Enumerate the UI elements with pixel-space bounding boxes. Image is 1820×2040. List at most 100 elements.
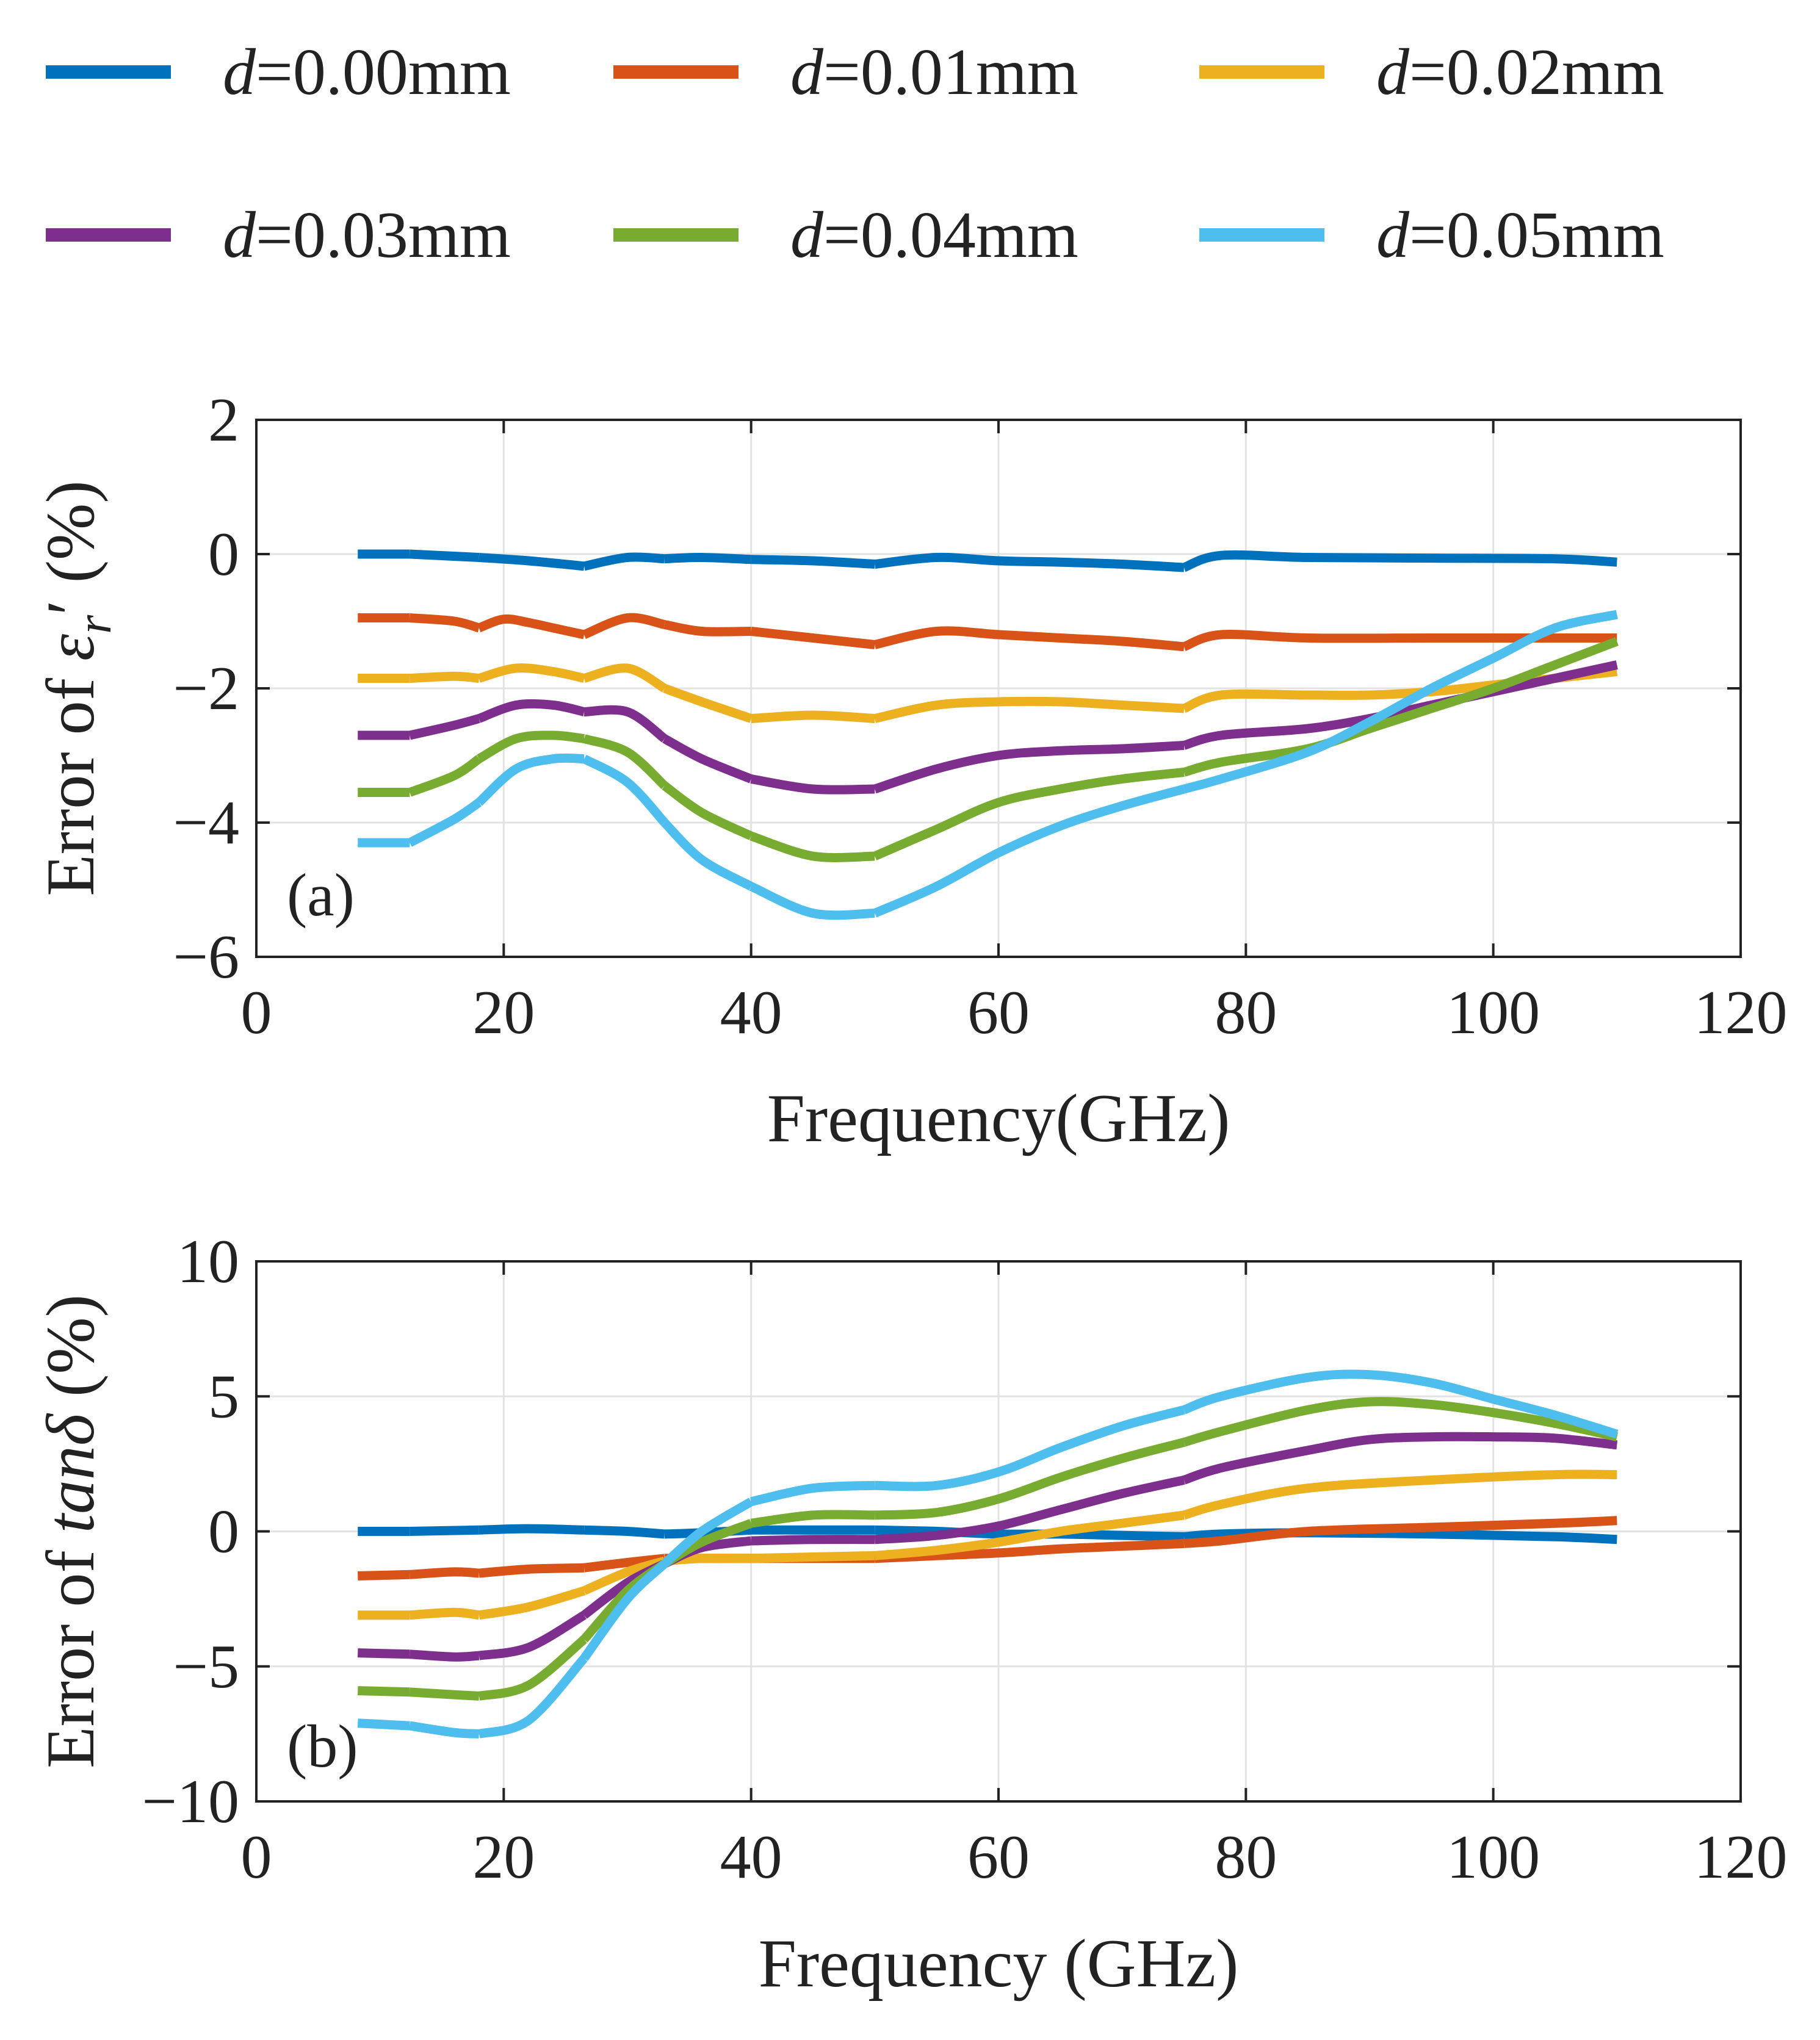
series-line (478, 1611, 587, 1660)
series-line (663, 683, 753, 723)
series-line (583, 1525, 665, 1539)
series-line (477, 1655, 588, 1739)
series-line (478, 1524, 585, 1535)
series-line (750, 627, 876, 649)
legend-entry: d=0.02mm (1199, 36, 1664, 109)
legend-var: d (790, 36, 824, 109)
panel-a: 0 20 40 60 80 100 120 −6 −4 −2 0 2 (a) Frequency(GHz)… (33, 386, 1788, 1156)
series-line (664, 552, 751, 564)
x-tick-label: 80 (1215, 978, 1277, 1047)
legend-label: d=0.02mm (1376, 36, 1664, 109)
series-d=0.01mm (358, 613, 1617, 652)
series-line (751, 710, 875, 723)
x-tick-label: 20 (472, 978, 535, 1047)
series-line (1182, 1432, 1618, 1485)
series-line (750, 774, 875, 795)
series-line (409, 549, 480, 562)
ticks: 0 20 40 60 80 100 120 −10 −5 0 5 10 (142, 1227, 1787, 1892)
x-axis-title: Frequency(GHz) (767, 1081, 1230, 1156)
series-line (583, 705, 668, 743)
series-d=0.04mm (358, 1397, 1618, 1701)
legend-value: =0.04mm (823, 199, 1078, 272)
series-line (751, 1535, 875, 1546)
series-line (661, 819, 754, 891)
series-line (409, 1607, 480, 1620)
series-line (357, 1648, 410, 1659)
x-tick-label: 40 (720, 1823, 782, 1892)
series-line (580, 1560, 668, 1661)
series-line (409, 671, 480, 683)
series-line (751, 555, 875, 569)
series-line (1182, 550, 1617, 572)
legend-label: d=0.01mm (790, 36, 1078, 109)
series-line (874, 552, 1185, 572)
series-line (477, 614, 585, 640)
y-title-prime: ′ (33, 600, 109, 615)
series-d=0.05mm (358, 610, 1618, 920)
y-tick-label: −2 (173, 654, 239, 723)
legend-value: =0.02mm (1409, 36, 1664, 109)
series-line (1182, 1369, 1619, 1439)
series-line (1182, 1397, 1618, 1447)
y-tick-label: −6 (173, 923, 239, 992)
series-line (477, 730, 585, 763)
series-line (873, 696, 1185, 723)
legend-value: =0.03mm (256, 199, 511, 272)
legend-label: d=0.00mm (223, 36, 511, 109)
series-line (661, 1498, 754, 1568)
series-d=0.03mm (358, 660, 1618, 795)
y-title-suffix: (%) (33, 480, 109, 600)
series-line (358, 1686, 410, 1697)
series-line (477, 699, 585, 723)
legend-value: =0.05mm (1409, 199, 1664, 272)
series-line (408, 714, 480, 740)
legend-var: d (223, 199, 256, 272)
y-title-prefix: Error of (33, 661, 109, 896)
x-tick-label: 80 (1215, 1823, 1277, 1892)
series-line (1183, 1516, 1617, 1548)
x-tick-label: 60 (967, 1823, 1030, 1892)
series-line (1182, 636, 1619, 777)
x-tick-label: 120 (1694, 1823, 1788, 1892)
legend-value: =0.01mm (823, 36, 1078, 109)
panel-label: (a) (287, 861, 355, 929)
legend-entry: d=0.04mm (613, 199, 1078, 272)
y-title-sub: r (68, 615, 121, 634)
y-axis-title: Error of tanδ (%) (33, 1294, 109, 1768)
series-line (409, 1687, 480, 1701)
series-line (409, 613, 480, 633)
y-axis-title: Error of εr′ (%) (33, 480, 121, 896)
x-tick-label: 20 (472, 1823, 535, 1892)
legend-label: d=0.03mm (223, 199, 511, 272)
series-group (358, 549, 1619, 920)
legend-entry: d=0.00mm (46, 36, 511, 109)
series-line (751, 1551, 875, 1563)
series-line (1183, 1528, 1617, 1544)
x-tick-label: 40 (720, 978, 782, 1047)
series-line (478, 1563, 585, 1578)
series-line (663, 620, 751, 636)
series-line (583, 663, 667, 693)
series-line (874, 1476, 1185, 1544)
series-line (749, 882, 875, 920)
legend-var: d (1376, 36, 1410, 109)
x-tick-label: 0 (241, 978, 272, 1047)
series-line (409, 1649, 480, 1662)
legend-label: d=0.04mm (790, 199, 1078, 272)
y-tick-label: −10 (142, 1767, 239, 1836)
y-title-prefix: Error of (33, 1533, 109, 1768)
series-line (750, 1510, 875, 1528)
y-title-suffix: (%) (33, 1294, 109, 1414)
legend-var: d (223, 36, 256, 109)
series-line (1182, 1469, 1617, 1520)
series-line (662, 782, 753, 840)
legend-label: d=0.05mm (1376, 199, 1664, 272)
series-line (478, 1635, 587, 1701)
series-line (408, 755, 482, 797)
y-tick-label: −4 (173, 788, 239, 857)
series-line (662, 734, 753, 784)
series-line (875, 1405, 1185, 1491)
series-d=0.04mm (358, 636, 1619, 862)
x-axis-title: Frequency (GHz) (759, 1926, 1239, 2002)
